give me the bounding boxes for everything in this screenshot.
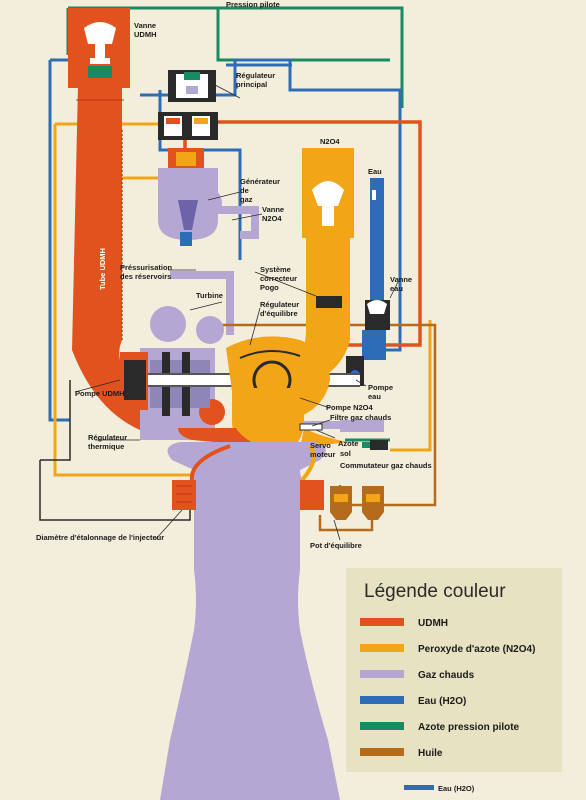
legend-label-azote: Azote pression pilote bbox=[418, 722, 520, 733]
gas-generator bbox=[158, 148, 222, 246]
water-bottom-key: Eau (H2O) bbox=[404, 784, 475, 793]
label-azote-sol-1: Azote bbox=[338, 439, 358, 448]
n2o4-valve[interactable] bbox=[302, 148, 354, 238]
legend-item-azote: Azote pression pilote bbox=[360, 722, 520, 733]
water-valve[interactable] bbox=[362, 178, 390, 360]
label-regulateur-thermique-1: Régulateur bbox=[88, 433, 127, 442]
label-eau-bottom: Eau (H2O) bbox=[438, 784, 475, 793]
label-generateur-1: Générateur bbox=[240, 177, 280, 186]
color-legend: Légende couleur UDMH Peroxyde d'azote (N… bbox=[346, 568, 562, 772]
label-vanne-udmh-2: UDMH bbox=[134, 30, 157, 39]
label-filtre-gaz: Filtre gaz chauds bbox=[330, 413, 391, 422]
main-regulator[interactable] bbox=[168, 70, 216, 102]
diagram-labels: Pression pilote Vanne UDMH Régulateur pr… bbox=[36, 0, 432, 550]
hot-gas-switch[interactable] bbox=[299, 420, 388, 450]
balance-pots bbox=[330, 486, 384, 520]
label-regulateur-equilibre-2: d'équilibre bbox=[260, 309, 298, 318]
label-regulateur-principal-1: Régulateur bbox=[236, 71, 275, 80]
label-regulateur-equilibre-1: Régulateur bbox=[260, 300, 299, 309]
control-valves[interactable] bbox=[158, 112, 218, 140]
legend-swatch-n2o4 bbox=[360, 644, 404, 652]
injector-head bbox=[232, 388, 304, 450]
legend-item-gaz: Gaz chauds bbox=[360, 670, 475, 681]
label-diametre: Diamètre d'étalonnage de l'injecteur bbox=[36, 533, 164, 542]
label-n2o4-top: N2O4 bbox=[320, 137, 340, 146]
label-pression-pilote: Pression pilote bbox=[226, 0, 280, 9]
label-systeme-2: correcteur bbox=[260, 274, 297, 283]
label-vanne-n2o4-1: Vanne bbox=[262, 205, 284, 214]
label-pompe-eau-2: eau bbox=[368, 392, 381, 401]
label-vanne-eau-1: Vanne bbox=[390, 275, 412, 284]
label-regulateur-principal-2: principal bbox=[236, 80, 267, 89]
udmh-valve[interactable] bbox=[68, 8, 130, 88]
label-servo-2: moteur bbox=[310, 450, 336, 459]
label-regulateur-thermique-2: thermique bbox=[88, 442, 124, 451]
legend-item-eau: Eau (H2O) bbox=[360, 696, 466, 707]
legend-label-huile: Huile bbox=[418, 748, 443, 759]
udmh-pump[interactable] bbox=[120, 352, 148, 410]
pogo-corrector bbox=[316, 296, 342, 308]
label-pressurisation-2: des réservoirs bbox=[120, 272, 171, 281]
label-systeme-3: Pogo bbox=[260, 283, 279, 292]
label-tube-udmh: Tube UDMH bbox=[98, 248, 107, 290]
legend-swatch-azote bbox=[360, 722, 404, 730]
leader-lines bbox=[74, 84, 399, 541]
udmh-main-tube bbox=[72, 85, 150, 430]
legend-item-udmh: UDMH bbox=[360, 618, 448, 629]
legend-label-gaz: Gaz chauds bbox=[418, 670, 475, 681]
label-generateur-2: de bbox=[240, 186, 249, 195]
label-pot-equilibre: Pot d'équilibre bbox=[310, 541, 362, 550]
label-vanne-udmh-1: Vanne bbox=[134, 21, 156, 30]
legend-swatch-gaz bbox=[360, 670, 404, 678]
label-generateur-3: gaz bbox=[240, 195, 253, 204]
label-systeme-1: Système bbox=[260, 265, 291, 274]
label-vanne-eau-2: eau bbox=[390, 284, 403, 293]
label-vanne-n2o4-2: N2O4 bbox=[262, 214, 282, 223]
legend-label-n2o4: Peroxyde d'azote (N2O4) bbox=[418, 644, 535, 655]
label-pompe-udmh: Pompe UDMH bbox=[75, 389, 125, 398]
legend-title: Légende couleur bbox=[364, 581, 506, 602]
label-servo-1: Servo bbox=[310, 441, 331, 450]
legend-item-n2o4: Peroxyde d'azote (N2O4) bbox=[360, 644, 535, 655]
label-eau-top: Eau bbox=[368, 167, 382, 176]
legend-swatch-udmh bbox=[360, 618, 404, 626]
calibration-injectors bbox=[172, 480, 324, 510]
legend-swatch-eau bbox=[360, 696, 404, 704]
label-pompe-eau-1: Pompe bbox=[368, 383, 393, 392]
legend-item-huile: Huile bbox=[360, 748, 443, 759]
label-pompe-n2o4: Pompe N2O4 bbox=[326, 403, 374, 412]
label-commutateur: Commutateur gaz chauds bbox=[340, 461, 432, 470]
label-pressurisation-1: Préssurisation bbox=[120, 263, 173, 272]
legend-swatch-huile bbox=[360, 748, 404, 756]
thrust-chamber bbox=[160, 428, 348, 800]
legend-label-udmh: UDMH bbox=[418, 618, 448, 629]
label-azote-sol-2: sol bbox=[340, 449, 351, 458]
legend-label-eau: Eau (H2O) bbox=[418, 696, 466, 707]
label-turbine: Turbine bbox=[196, 291, 223, 300]
